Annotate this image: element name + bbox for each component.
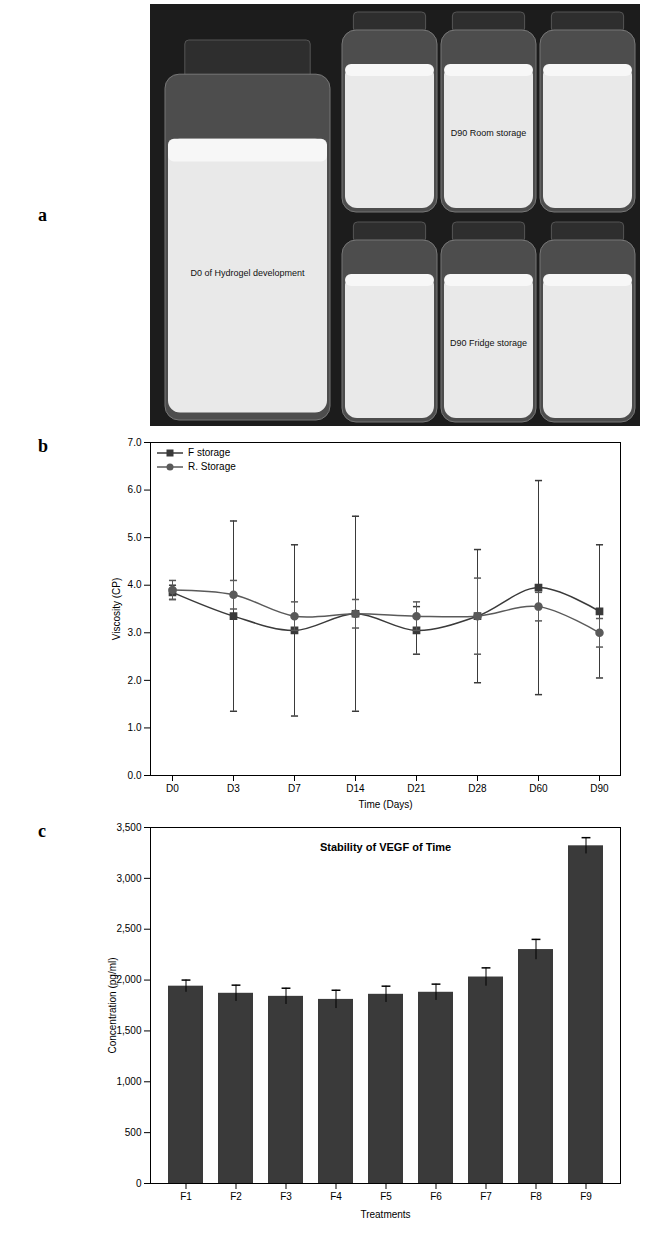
svg-text:D28: D28 [468, 783, 487, 794]
svg-text:6.0: 6.0 [128, 484, 142, 495]
svg-text:D7: D7 [288, 783, 301, 794]
svg-text:D0: D0 [166, 783, 179, 794]
svg-text:3.0: 3.0 [128, 627, 142, 638]
svg-text:7.0: 7.0 [128, 437, 142, 448]
svg-text:Time (Days): Time (Days) [358, 799, 412, 810]
svg-text:D60: D60 [529, 783, 548, 794]
svg-text:1.0: 1.0 [128, 722, 142, 733]
svg-text:F1: F1 [180, 1191, 192, 1202]
svg-text:F6: F6 [430, 1191, 442, 1202]
svg-text:F2: F2 [230, 1191, 242, 1202]
svg-text:3,500: 3,500 [116, 822, 141, 833]
svg-text:D14: D14 [346, 783, 365, 794]
svg-text:F7: F7 [480, 1191, 492, 1202]
svg-text:1,000: 1,000 [116, 1076, 141, 1087]
svg-text:D90: D90 [590, 783, 609, 794]
svg-text:0.0: 0.0 [128, 770, 142, 781]
svg-text:D21: D21 [407, 783, 426, 794]
svg-text:0: 0 [136, 1178, 142, 1189]
html-text:R. Storage: R. Storage [188, 461, 236, 472]
svg-text:D90 Fridge storage: D90 Fridge storage [450, 338, 527, 348]
svg-text:5.0: 5.0 [128, 532, 142, 543]
svg-text:1,500: 1,500 [116, 1025, 141, 1036]
svg-text:Viscosity (CP): Viscosity (CP) [111, 578, 122, 641]
svg-text:Treatments: Treatments [360, 1209, 410, 1220]
html-text:a: a [38, 205, 47, 225]
svg-text:F3: F3 [280, 1191, 292, 1202]
html-text:c: c [38, 821, 46, 841]
svg-text:F9: F9 [580, 1191, 592, 1202]
svg-text:F5: F5 [380, 1191, 392, 1202]
svg-text:D3: D3 [227, 783, 240, 794]
svg-text:2.0: 2.0 [128, 675, 142, 686]
html-text:F storage: F storage [188, 447, 231, 458]
svg-text:3,000: 3,000 [116, 873, 141, 884]
svg-text:4.0: 4.0 [128, 579, 142, 590]
svg-text:2,500: 2,500 [116, 923, 141, 934]
html-text:b: b [38, 436, 48, 456]
svg-text:500: 500 [125, 1127, 142, 1138]
svg-text:Stability of VEGF of Time: Stability of VEGF of Time [320, 841, 451, 853]
svg-text:2,000: 2,000 [116, 974, 141, 985]
svg-text:D90 Room storage: D90 Room storage [451, 128, 527, 138]
svg-text:F8: F8 [530, 1191, 542, 1202]
svg-text:F4: F4 [330, 1191, 342, 1202]
svg-text:D0 of Hydrogel development: D0 of Hydrogel development [190, 268, 305, 278]
svg-text:Concentration (pg/ml): Concentration (pg/ml) [107, 957, 118, 1053]
